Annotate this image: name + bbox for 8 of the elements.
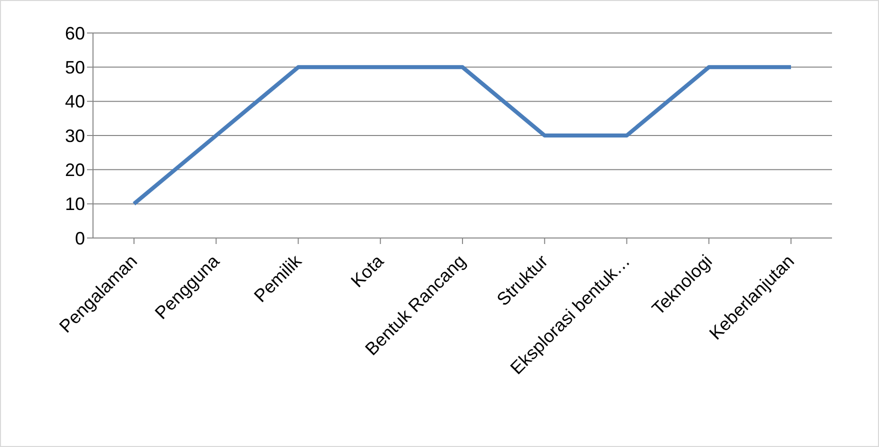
x-tick-label: Kota (347, 250, 388, 292)
y-tick-label: 20 (64, 160, 85, 180)
y-tick-label: 40 (64, 92, 85, 112)
y-tick-label: 30 (64, 126, 85, 146)
y-tick-label: 10 (64, 194, 85, 214)
y-tick-label: 50 (64, 58, 85, 78)
y-tick-label: 0 (74, 228, 85, 248)
y-tick-label: 60 (64, 23, 85, 44)
